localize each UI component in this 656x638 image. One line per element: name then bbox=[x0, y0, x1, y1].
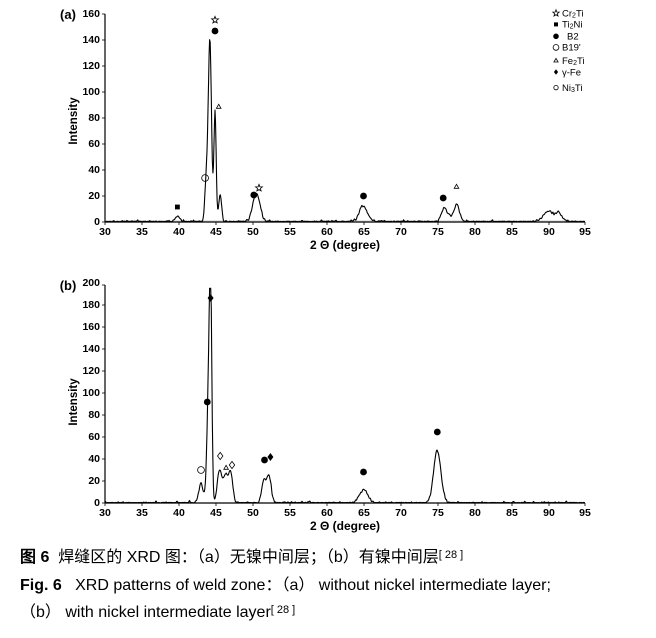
svg-text:γ-Fe: γ-Fe bbox=[562, 67, 581, 78]
svg-text:B2: B2 bbox=[567, 32, 579, 43]
svg-text:60: 60 bbox=[88, 431, 100, 443]
svg-text:140: 140 bbox=[82, 343, 100, 355]
svg-text:70: 70 bbox=[395, 507, 407, 519]
svg-text:75: 75 bbox=[432, 226, 444, 238]
svg-text:180: 180 bbox=[82, 299, 100, 311]
svg-text:35: 35 bbox=[136, 226, 148, 238]
svg-text:200: 200 bbox=[82, 277, 100, 289]
svg-text:40: 40 bbox=[173, 226, 185, 238]
svg-text:50: 50 bbox=[247, 226, 259, 238]
svg-text:65: 65 bbox=[358, 507, 370, 519]
svg-text:85: 85 bbox=[506, 507, 518, 519]
svg-text:2 Θ (degree): 2 Θ (degree) bbox=[310, 238, 380, 252]
svg-text:B19': B19' bbox=[562, 43, 581, 54]
svg-text:35: 35 bbox=[136, 507, 148, 519]
svg-text:80: 80 bbox=[88, 409, 100, 421]
svg-text:50: 50 bbox=[247, 507, 259, 519]
svg-text:100: 100 bbox=[82, 387, 100, 399]
svg-text:45: 45 bbox=[210, 226, 222, 238]
svg-text:160: 160 bbox=[82, 321, 100, 333]
svg-text:80: 80 bbox=[469, 507, 481, 519]
svg-text:40: 40 bbox=[88, 164, 100, 176]
svg-text:90: 90 bbox=[543, 226, 555, 238]
svg-text:80: 80 bbox=[88, 112, 100, 124]
svg-text:140: 140 bbox=[82, 34, 100, 46]
svg-text:160: 160 bbox=[82, 8, 100, 20]
svg-text:60: 60 bbox=[321, 226, 333, 238]
svg-text:90: 90 bbox=[543, 507, 555, 519]
svg-text:Fig. 6 XRD patterns of weld: Fig. 6 XRD patterns of weld zone：（a） wit… bbox=[20, 576, 551, 594]
svg-text:20: 20 bbox=[88, 190, 100, 202]
svg-text:120: 120 bbox=[82, 60, 100, 72]
svg-text:55: 55 bbox=[284, 507, 296, 519]
svg-text:30: 30 bbox=[99, 507, 111, 519]
svg-text:40: 40 bbox=[88, 453, 100, 465]
svg-text:60: 60 bbox=[88, 138, 100, 150]
svg-text:(b): (b) bbox=[60, 278, 77, 293]
svg-text:（b） with nickel intermediate l: （b） with nickel intermediate layer[ 28 ] bbox=[20, 603, 295, 621]
svg-text:95: 95 bbox=[579, 226, 591, 238]
svg-text:80: 80 bbox=[469, 226, 481, 238]
svg-text:(a): (a) bbox=[60, 7, 76, 22]
svg-text:40: 40 bbox=[173, 507, 185, 519]
svg-text:Intensity: Intensity bbox=[68, 378, 80, 426]
svg-text:100: 100 bbox=[82, 86, 100, 98]
svg-text:55: 55 bbox=[284, 226, 296, 238]
svg-text:2 Θ (degree): 2 Θ (degree) bbox=[310, 519, 380, 533]
svg-text:20: 20 bbox=[88, 475, 100, 487]
svg-text:45: 45 bbox=[210, 507, 222, 519]
svg-text:75: 75 bbox=[432, 507, 444, 519]
svg-text:65: 65 bbox=[358, 226, 370, 238]
svg-text:60: 60 bbox=[321, 507, 333, 519]
svg-text:Intensity: Intensity bbox=[68, 97, 80, 145]
svg-text:120: 120 bbox=[82, 365, 100, 377]
svg-text:70: 70 bbox=[395, 226, 407, 238]
svg-text:30: 30 bbox=[99, 226, 111, 238]
svg-text:95: 95 bbox=[579, 507, 591, 519]
svg-text:85: 85 bbox=[506, 226, 518, 238]
svg-text:图 6 焊缝区的 XRD 图：（a）无镍中间层；（b）有镍: 图 6 焊缝区的 XRD 图：（a）无镍中间层；（b）有镍中间层[ 28 ] bbox=[20, 548, 463, 566]
